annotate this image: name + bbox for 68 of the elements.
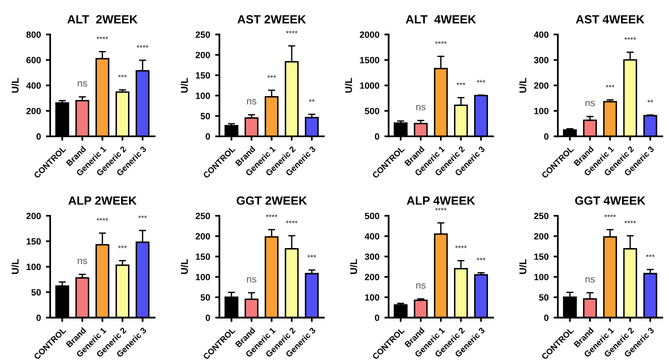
y-tick-label: 200 <box>26 108 41 114</box>
y-tick-label: 600 <box>26 56 41 64</box>
y-tick-label: 250 <box>534 212 548 220</box>
annotation: ns <box>586 277 595 283</box>
y-tick-label: 100 <box>196 92 210 99</box>
y-tick-label: 50 <box>200 294 210 301</box>
y-tick-label: 200 <box>196 52 210 58</box>
y-tick-label: 500 <box>364 212 380 220</box>
y-tick-label: 100 <box>365 294 380 301</box>
y-axis-title: U/L <box>180 78 188 93</box>
y-tick-label: 50 <box>539 294 548 301</box>
annotation: ns <box>78 258 88 264</box>
y-tick-label: 150 <box>196 72 210 79</box>
y-axis-title: U/L <box>344 78 352 93</box>
y-tick-label: 0 <box>36 133 41 140</box>
y-tick-label: 2000 <box>360 31 380 38</box>
y-tick-label: 100 <box>196 274 210 280</box>
y-tick-label: 0 <box>374 314 380 321</box>
chart-title: ALP 2WEEK <box>68 196 137 205</box>
y-tick-label: 200 <box>534 82 548 89</box>
y-tick-label: 400 <box>364 233 380 240</box>
y-tick-label: 150 <box>534 253 548 260</box>
y-tick-label: 500 <box>364 108 380 114</box>
y-tick-label: 200 <box>364 274 380 280</box>
y-tick-label: 150 <box>26 238 41 245</box>
y-tick-label: 250 <box>196 31 210 38</box>
y-tick-label: 200 <box>26 212 41 220</box>
y-tick-label: 100 <box>26 264 41 270</box>
y-tick-label: 800 <box>26 31 41 38</box>
chart-title: ALT 2WEEK <box>67 15 138 24</box>
y-tick-label: 1000 <box>360 82 380 89</box>
y-tick-label: 0 <box>544 314 548 321</box>
annotation: ns <box>247 277 256 283</box>
annotation: ns <box>416 283 426 289</box>
y-tick-label: 0 <box>206 133 210 140</box>
y-tick-label: 100 <box>534 274 548 280</box>
y-tick-label: 300 <box>364 253 380 260</box>
y-tick-label: 0 <box>544 133 548 140</box>
y-axis-title: U/L <box>180 259 188 274</box>
y-axis-title: U/L <box>11 259 19 274</box>
annotation: ns <box>247 99 256 104</box>
y-tick-label: 100 <box>534 108 548 114</box>
y-axis-title: U/L <box>519 259 526 274</box>
chart-title: GGT 4WEEK <box>575 196 646 205</box>
annotation: ns <box>586 100 595 106</box>
chart-title: AST 2WEEK <box>237 15 306 24</box>
y-tick-label: 150 <box>196 253 210 260</box>
annotation: ns <box>416 104 426 110</box>
y-tick-label: 50 <box>31 289 41 296</box>
y-tick-label: 1500 <box>360 56 380 64</box>
y-tick-label: 50 <box>200 112 210 120</box>
y-tick-label: 300 <box>534 56 548 64</box>
y-tick-label: 400 <box>534 31 548 38</box>
chart-title: AST 4WEEK <box>576 15 644 24</box>
chart-title: GGT 2WEEK <box>236 196 307 205</box>
y-axis-title: U/L <box>350 259 358 274</box>
y-tick-label: 0 <box>374 133 380 140</box>
chart-title: ALP 4WEEK <box>406 196 476 205</box>
y-tick-label: 0 <box>206 314 210 321</box>
y-axis-title: U/L <box>11 78 19 93</box>
y-axis-title: U/L <box>519 78 526 93</box>
y-tick-label: 0 <box>36 314 41 321</box>
y-tick-label: 250 <box>196 212 210 220</box>
y-tick-label: 200 <box>534 233 548 240</box>
y-tick-label: 200 <box>196 233 210 240</box>
chart-title: ALT 4WEEK <box>406 15 476 24</box>
annotation: ns <box>78 81 88 87</box>
y-tick-label: 400 <box>26 82 41 89</box>
